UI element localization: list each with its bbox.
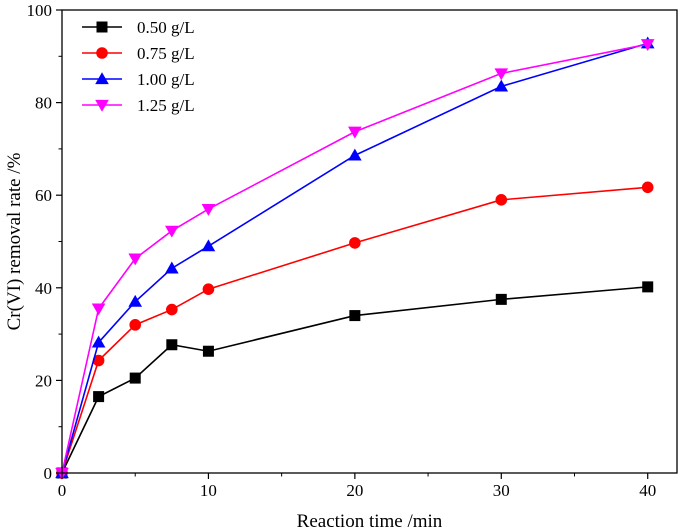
series-4 xyxy=(55,39,655,480)
y-axis-title: Cr(VI) removal rate /% xyxy=(4,152,25,330)
legend-label: 0.50 g/L xyxy=(137,18,195,37)
y-tick-label: 60 xyxy=(35,186,52,205)
x-tick-label: 10 xyxy=(200,481,217,500)
y-tick-label: 80 xyxy=(35,94,52,113)
data-point xyxy=(349,237,361,249)
series-1 xyxy=(56,281,654,479)
data-point xyxy=(494,79,509,92)
x-tick-label: 20 xyxy=(346,481,363,500)
x-tick-label: 30 xyxy=(493,481,510,500)
legend-item-1: 0.50 g/L xyxy=(82,18,195,37)
data-point xyxy=(348,148,362,161)
x-tick-label: 40 xyxy=(639,481,656,500)
data-point xyxy=(201,203,216,216)
data-point xyxy=(495,194,508,206)
data-point xyxy=(166,339,178,351)
legend-label: 1.00 g/L xyxy=(137,70,195,89)
x-axis-title: Reaction time /min xyxy=(297,511,443,531)
legend-marker xyxy=(95,72,109,85)
series-line xyxy=(61,186,648,474)
data-point xyxy=(128,253,143,266)
data-point xyxy=(91,335,106,348)
legend-label: 0.75 g/L xyxy=(137,44,195,63)
data-point xyxy=(494,68,509,81)
legend-item-4: 1.25 g/L xyxy=(82,96,195,115)
data-point xyxy=(349,310,361,322)
data-point xyxy=(640,39,655,52)
y-tick-label: 0 xyxy=(44,464,53,483)
data-point xyxy=(165,261,179,274)
data-point xyxy=(129,372,141,384)
series-line xyxy=(61,43,648,474)
series-2 xyxy=(56,181,654,479)
data-point xyxy=(92,354,105,367)
data-point xyxy=(202,283,215,295)
legend-marker xyxy=(96,47,108,59)
legend-item-2: 0.75 g/L xyxy=(82,44,195,63)
data-point xyxy=(202,345,214,357)
series-line xyxy=(61,286,648,474)
data-point xyxy=(129,319,142,331)
data-point xyxy=(166,303,178,316)
y-tick-label: 20 xyxy=(35,371,52,390)
data-point xyxy=(165,225,179,238)
legend-marker xyxy=(95,99,109,112)
legend-item-3: 1.00 g/L xyxy=(82,70,195,89)
data-point xyxy=(91,303,106,316)
series-line xyxy=(61,42,648,474)
x-tick-label: 0 xyxy=(58,481,67,500)
y-tick-label: 40 xyxy=(35,279,52,298)
legend-label: 1.25 g/L xyxy=(137,96,195,115)
legend-marker xyxy=(96,21,108,33)
data-point xyxy=(128,294,143,307)
data-point xyxy=(642,281,654,293)
y-tick-label: 100 xyxy=(27,1,53,20)
data-point xyxy=(495,293,507,305)
data-point xyxy=(641,181,654,194)
data-point xyxy=(201,239,216,252)
data-point xyxy=(93,391,105,403)
data-point xyxy=(348,126,362,139)
